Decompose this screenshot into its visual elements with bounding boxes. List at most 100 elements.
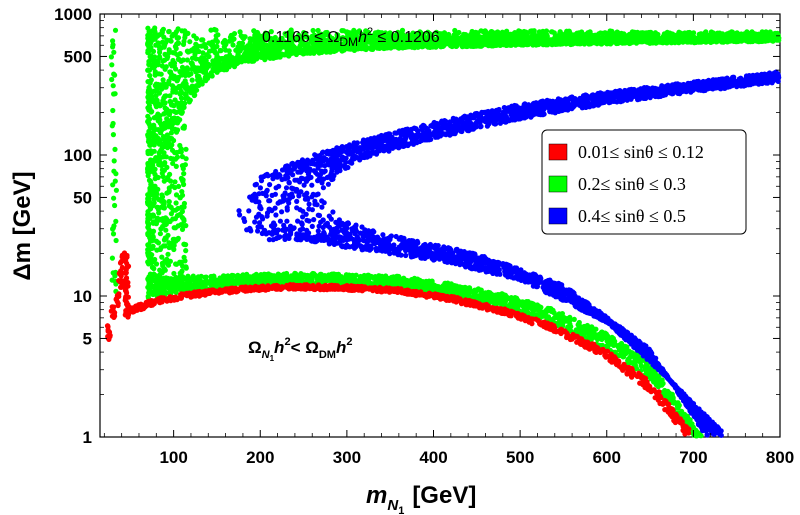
point-green xyxy=(159,204,165,210)
point-green xyxy=(412,276,418,282)
point-green xyxy=(113,187,119,193)
point-green xyxy=(170,50,176,56)
point-green xyxy=(146,61,152,68)
point-green xyxy=(208,27,214,33)
point-green xyxy=(153,261,160,267)
point-green xyxy=(589,32,595,39)
point-green xyxy=(111,49,117,55)
point-green xyxy=(177,51,183,57)
point-green xyxy=(150,291,156,297)
point-green xyxy=(724,31,730,37)
point-green xyxy=(112,202,118,209)
point-green xyxy=(183,264,189,270)
point-green xyxy=(405,279,412,285)
point-green xyxy=(186,99,192,105)
point-green xyxy=(394,273,400,279)
point-green xyxy=(520,30,526,36)
point-green xyxy=(177,91,183,97)
point-green xyxy=(172,280,178,286)
point-green xyxy=(675,31,681,37)
point-green xyxy=(251,28,257,34)
point-green xyxy=(221,64,227,70)
point-green xyxy=(192,92,198,98)
point-green xyxy=(480,42,486,48)
point-green xyxy=(560,40,566,46)
point-green xyxy=(198,278,204,284)
point-green xyxy=(471,288,477,294)
point-green xyxy=(177,194,183,201)
point-green xyxy=(227,34,234,40)
point-green xyxy=(155,62,161,68)
point-green xyxy=(674,37,680,43)
point-green xyxy=(271,46,277,52)
point-green xyxy=(153,42,159,48)
point-green xyxy=(157,138,163,144)
point-green xyxy=(178,146,184,152)
point-green xyxy=(109,255,115,261)
point-green xyxy=(166,199,172,205)
point-green xyxy=(688,31,695,37)
point-green xyxy=(321,275,327,281)
series-green xyxy=(108,25,782,439)
point-green xyxy=(179,154,185,160)
point-green xyxy=(473,33,479,40)
point-green xyxy=(497,40,503,46)
point-green xyxy=(531,41,538,47)
point-green xyxy=(147,72,153,79)
point-green xyxy=(650,40,656,46)
point-green xyxy=(419,279,425,286)
point-green xyxy=(162,42,168,48)
point-green xyxy=(192,65,198,71)
point-green xyxy=(669,34,675,40)
point-green xyxy=(246,274,252,280)
point-green xyxy=(168,143,174,149)
point-green xyxy=(664,29,670,35)
point-green xyxy=(573,32,579,38)
point-green xyxy=(558,34,564,40)
point-green xyxy=(465,37,471,43)
point-green xyxy=(181,80,187,86)
point-green xyxy=(174,213,180,219)
point-green xyxy=(592,331,598,337)
point-green xyxy=(159,254,165,260)
point-green xyxy=(549,39,555,45)
point-green xyxy=(194,73,201,79)
point-green xyxy=(633,37,639,43)
point-green xyxy=(168,155,174,161)
point-green xyxy=(374,45,380,51)
point-green xyxy=(622,346,628,352)
point-green xyxy=(173,200,179,206)
point-green xyxy=(202,76,208,82)
point-green xyxy=(149,38,155,44)
point-green xyxy=(157,231,163,237)
point-green xyxy=(204,52,210,58)
point-green xyxy=(168,130,174,136)
point-green xyxy=(110,38,116,44)
point-green xyxy=(388,274,395,280)
point-green xyxy=(149,96,155,102)
point-green xyxy=(760,38,766,44)
point-green xyxy=(239,40,246,46)
point-green xyxy=(667,393,673,400)
point-green xyxy=(200,69,207,75)
point-green xyxy=(151,58,157,64)
point-green xyxy=(457,36,463,42)
point-green xyxy=(446,31,452,38)
point-green xyxy=(459,41,465,47)
point-green xyxy=(323,49,329,55)
point-green xyxy=(488,35,494,41)
point-green xyxy=(307,45,313,52)
point-green xyxy=(189,55,196,61)
point-green xyxy=(463,31,469,38)
point-green xyxy=(644,363,650,369)
point-green xyxy=(150,219,156,225)
point-green xyxy=(112,27,119,33)
point-green xyxy=(153,278,159,284)
point-green xyxy=(148,282,154,288)
point-green xyxy=(192,279,198,285)
point-green xyxy=(151,266,157,272)
point-green xyxy=(154,247,160,253)
point-green xyxy=(156,149,163,155)
point-green xyxy=(553,35,560,41)
point-green xyxy=(630,361,636,367)
